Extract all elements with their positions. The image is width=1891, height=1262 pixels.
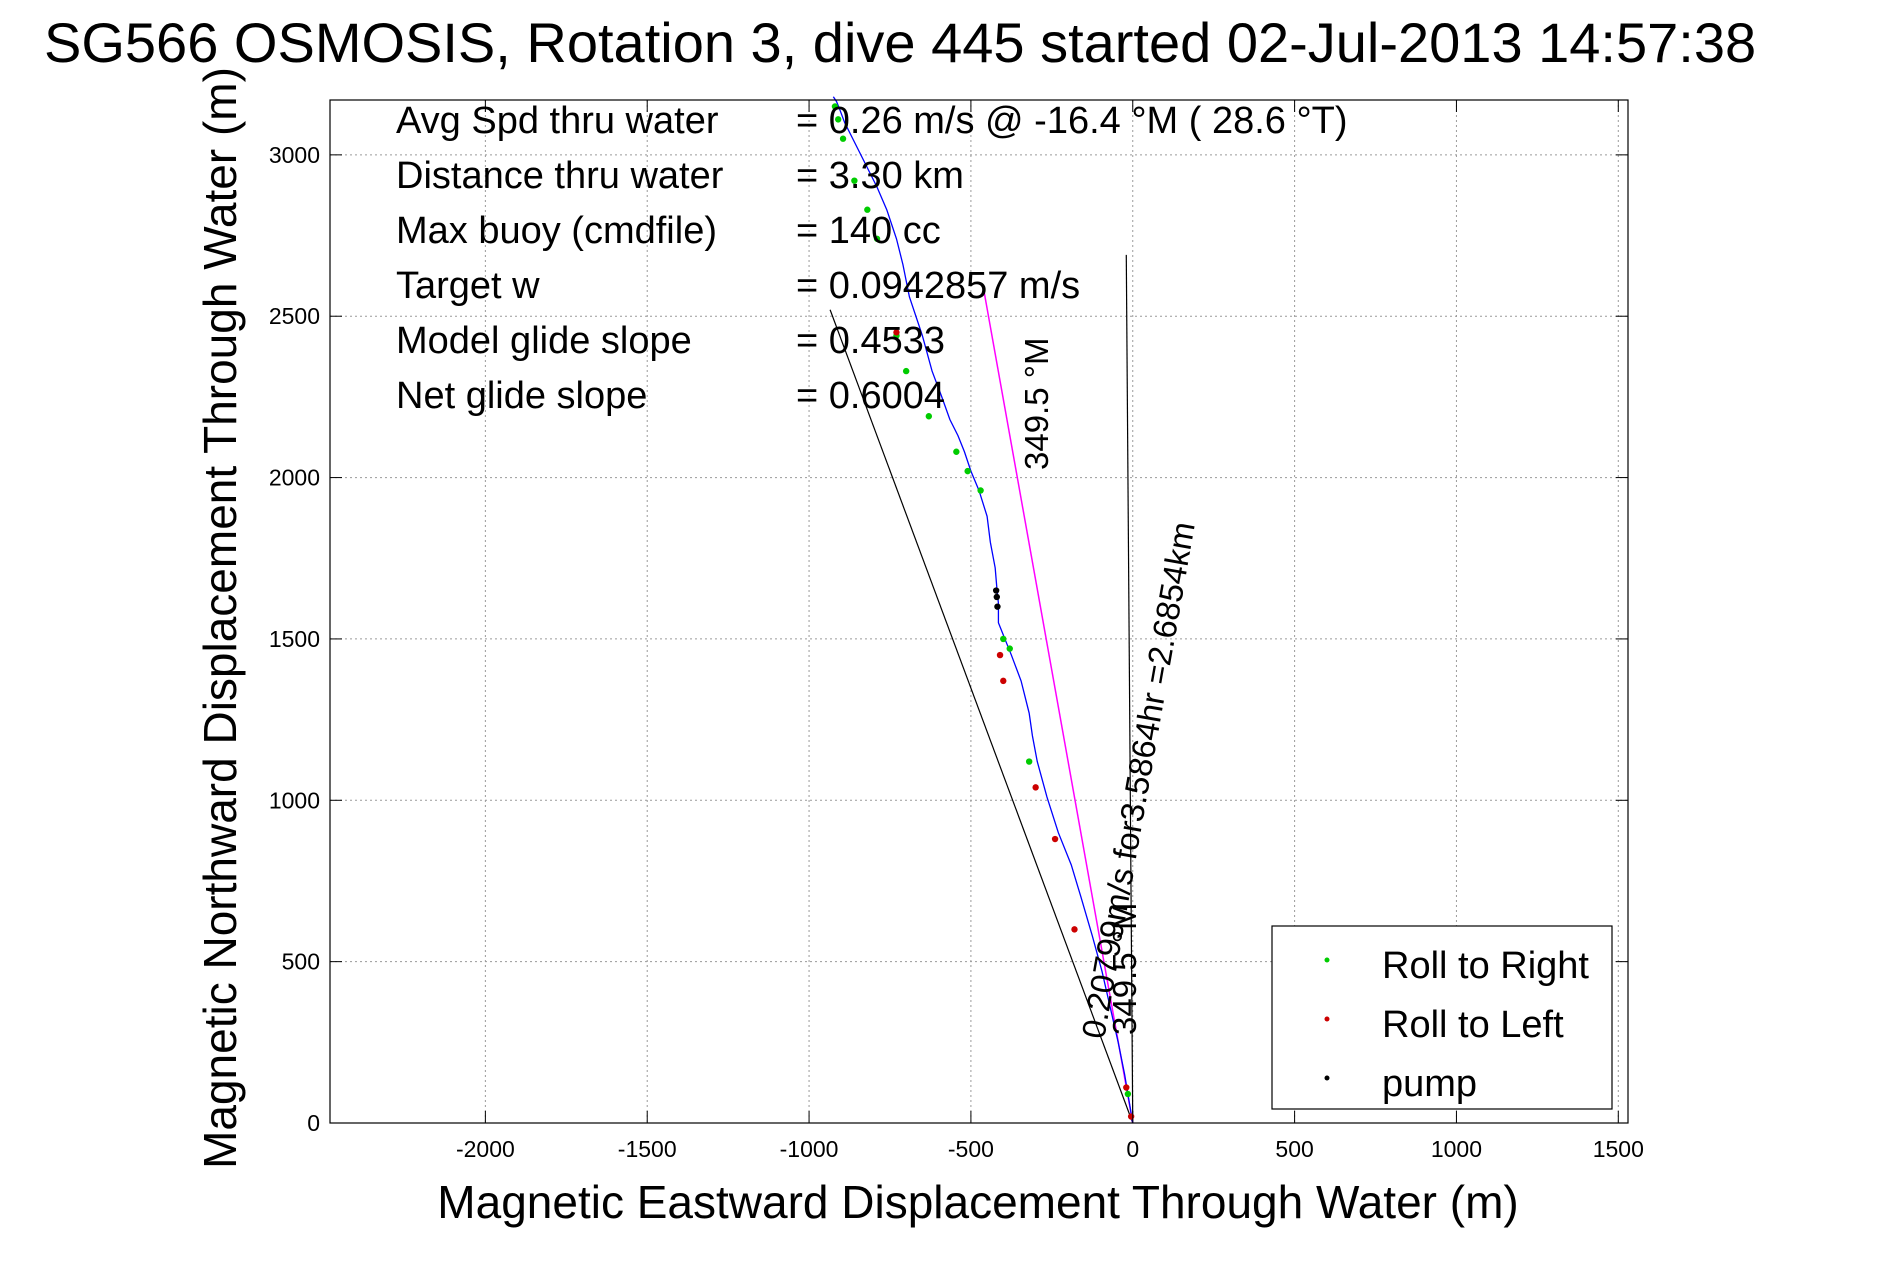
stat-value: = 3.30 km — [796, 155, 964, 197]
stat-label: Net glide slope — [396, 375, 647, 417]
roll-to-right-point — [1124, 1090, 1132, 1098]
x-tick-label: -1500 — [618, 1136, 677, 1162]
x-tick-label: -2000 — [456, 1136, 515, 1162]
heading-line-line — [1125, 254, 1134, 1124]
roll-to-right-point — [851, 177, 858, 184]
plot-border — [329, 99, 1629, 1124]
roll-to-right-point — [1000, 635, 1007, 643]
stat-value: = 0.6004 — [796, 375, 945, 417]
y-tick-label: 2000 — [269, 465, 320, 491]
roll-to-left-point — [1032, 784, 1039, 791]
stat-label: Avg Spd thru water — [396, 100, 719, 142]
roll-to-right-point — [1025, 758, 1033, 765]
roll-to-left-point — [1071, 926, 1078, 933]
annotation-heading-label: 349.5 °M — [1018, 338, 1055, 470]
x-tick-label: -1000 — [780, 1136, 839, 1162]
roll-to-right-point — [864, 206, 871, 213]
pump-point — [993, 593, 1001, 601]
roll-to-right-point — [953, 448, 960, 455]
x-axis-label: Magnetic Eastward Displacement Through W… — [437, 1176, 1518, 1228]
stat-value: = 0.4533 — [796, 320, 945, 362]
legend-marker — [1324, 1016, 1330, 1022]
roll-to-left-point — [996, 651, 1004, 659]
data-series — [829, 96, 1135, 1124]
legend-label: Roll to Right — [1382, 945, 1589, 987]
roll-to-right-point — [964, 467, 971, 475]
roll-to-right-point — [839, 135, 847, 142]
roll-to-right-point — [925, 413, 933, 420]
plot-frame — [329, 99, 1629, 1124]
current-vector-line — [983, 290, 1134, 1124]
legend-marker — [1324, 1075, 1330, 1081]
x-tick-label: -500 — [948, 1136, 994, 1162]
stat-value: = 140 cc — [796, 210, 941, 252]
roll-to-right-point — [1006, 645, 1013, 652]
roll-to-right-point — [831, 103, 839, 110]
pump-point — [992, 587, 1000, 594]
roll-to-left-point — [1000, 677, 1007, 685]
roll-to-left-point — [1051, 835, 1059, 843]
x-tick-label: 500 — [1275, 1136, 1313, 1162]
legend: Roll to Right Roll to Left pump — [1271, 925, 1613, 1110]
roll-to-left-point — [893, 329, 900, 336]
x-tick-label: 1500 — [1593, 1136, 1644, 1162]
y-axis-label: Magnetic Northward Displacement Through … — [194, 67, 246, 1169]
y-tick-label: 1000 — [269, 787, 320, 813]
x-tick-label: 1000 — [1431, 1136, 1482, 1162]
stat-label: Max buoy (cmdfile) — [396, 210, 717, 252]
y-tick-label: 2500 — [269, 303, 320, 329]
legend-marker — [1324, 957, 1330, 963]
roll-to-left-point — [1123, 1084, 1130, 1091]
roll-to-right-point — [834, 116, 842, 123]
pump-point — [994, 603, 1001, 610]
y-tick-label: 0 — [307, 1110, 320, 1136]
dive-stats: Avg Spd thru water = 0.26 m/s @ -16.4 °M … — [396, 100, 1348, 417]
stat-label: Model glide slope — [396, 320, 692, 362]
roll-to-right-point — [902, 367, 910, 375]
stat-value: = 0.0942857 m/s — [796, 265, 1080, 307]
y-tick-label: 3000 — [269, 142, 320, 168]
model-glide-line-line — [829, 309, 1134, 1124]
legend-label: Roll to Left — [1382, 1004, 1564, 1046]
axis-ticks: -2000 -1500 -1000 -500 0 500 1000 1500 0 500 1000 1… — [269, 100, 1644, 1162]
stat-value: = 0.26 m/s @ -16.4 °M ( 28.6 °T) — [796, 100, 1348, 142]
annotation-heading-label: 349.5 °M — [1106, 903, 1143, 1035]
legend-label: pump — [1382, 1063, 1477, 1105]
y-tick-label: 1500 — [269, 626, 320, 652]
track-line — [832, 96, 1134, 1124]
stat-label: Distance thru water — [396, 155, 724, 197]
roll-to-left-point — [1127, 1113, 1135, 1120]
y-tick-label: 500 — [282, 949, 320, 975]
roll-to-right-point — [873, 235, 881, 242]
roll-to-right-point — [977, 487, 984, 494]
chart-title: SG566 OSMOSIS, Rotation 3, dive 445 star… — [44, 11, 1756, 74]
stat-label: Target w — [396, 265, 540, 307]
x-tick-label: 0 — [1126, 1136, 1139, 1162]
